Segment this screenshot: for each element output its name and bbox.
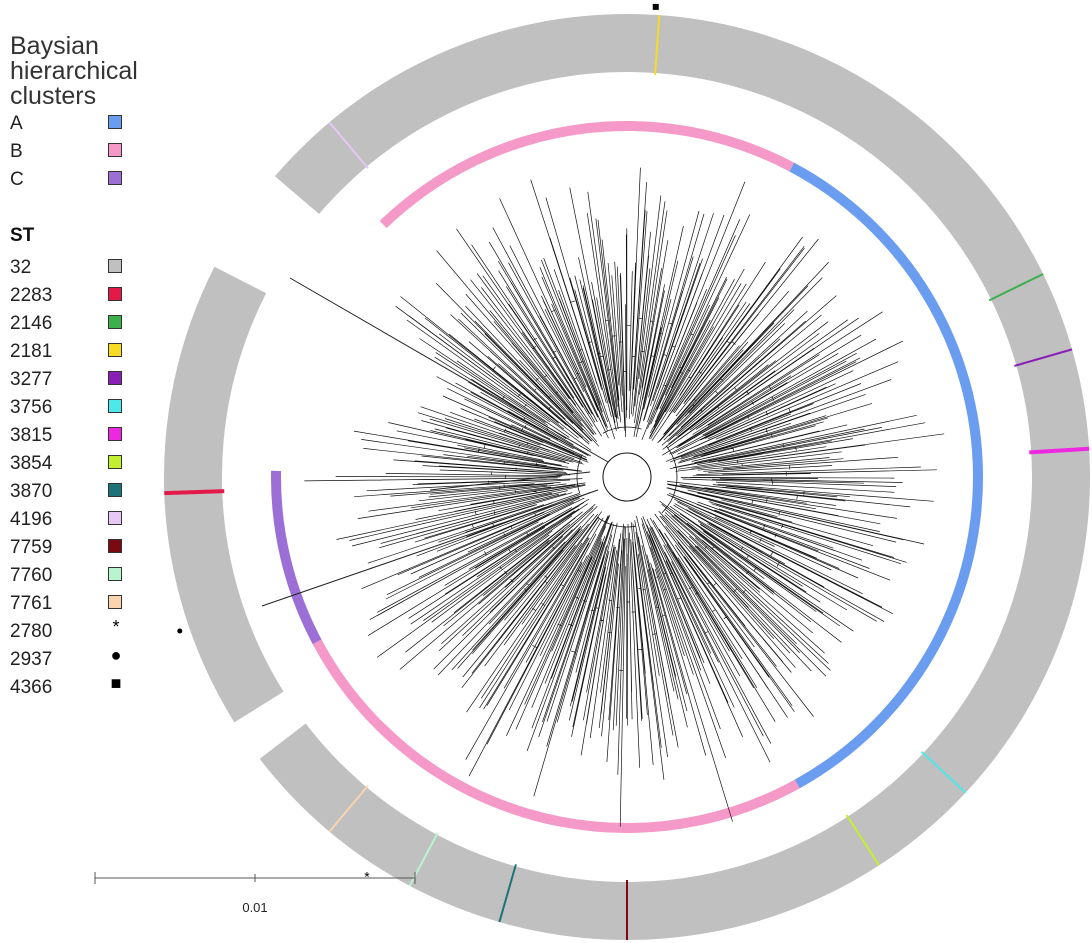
st-mark-7760 xyxy=(408,832,439,887)
st-marker-square xyxy=(652,3,659,10)
legend-item-st-2780: 2780 * xyxy=(10,617,160,645)
legend-label: 7759 xyxy=(10,537,53,558)
legend-swatch xyxy=(108,343,122,357)
legend-swatch xyxy=(108,595,122,609)
legend-label: 2780 xyxy=(10,621,53,642)
st-symbol-list: 2780 * 2937 ● 4366 ■ xyxy=(10,617,160,701)
legend-item-st-3756: 3756 xyxy=(10,393,160,421)
legend-label: A xyxy=(10,113,23,134)
legend-label: 4366 xyxy=(10,677,53,698)
st-marks xyxy=(164,15,1090,940)
legend-swatch xyxy=(108,287,122,301)
legend-symbol: * xyxy=(112,617,120,637)
tree-inner-arc xyxy=(576,426,678,528)
st-mark-2181 xyxy=(654,15,661,76)
st-legend-title: ST xyxy=(10,225,35,246)
legend-swatch xyxy=(108,171,122,185)
scale-bar-label: 0.01 xyxy=(242,900,267,915)
legend-label: 7761 xyxy=(10,593,53,614)
legend-item-cluster-b: B xyxy=(10,137,160,165)
st-mark-3756 xyxy=(921,751,967,794)
st-mark-4196 xyxy=(328,121,369,169)
scale-bar: 0.01 xyxy=(94,872,416,915)
tree-root-circle xyxy=(602,452,652,502)
st-mark-2283 xyxy=(164,489,225,496)
outlier-branch xyxy=(289,277,609,463)
legend-label: 2937 xyxy=(10,649,53,670)
legend-item-st-2146: 2146 xyxy=(10,309,160,337)
st-symbol-markers: * xyxy=(177,3,659,884)
legend-item-st-3854: 3854 xyxy=(10,449,160,477)
legend-label: C xyxy=(10,169,24,190)
legend-label: 3277 xyxy=(10,369,53,390)
st-ring xyxy=(164,13,1091,940)
legend-label: 3870 xyxy=(10,481,53,502)
legend-label: 4196 xyxy=(10,509,53,530)
legend-item-st-3870: 3870 xyxy=(10,477,160,505)
legend-item-cluster-c: C xyxy=(10,165,160,193)
st-mark-3870 xyxy=(498,864,517,923)
legend-item-cluster-a: A xyxy=(10,109,160,137)
st-mark-3854 xyxy=(845,814,881,866)
st-mark-3815 xyxy=(1029,446,1090,455)
legend-item-st-32: 32 xyxy=(10,253,160,281)
tree-leaf-branches xyxy=(304,167,945,827)
legend-swatch xyxy=(108,399,122,413)
legend-swatch xyxy=(108,427,122,441)
st-marker-asterisk: * xyxy=(364,868,370,884)
legend-label: B xyxy=(10,141,23,162)
legend-symbol: ■ xyxy=(110,673,122,693)
legend-swatch xyxy=(108,143,122,157)
legend-item-st-4366: 4366 ■ xyxy=(10,673,160,701)
cluster-legend-title: Baysian hierarchical clusters xyxy=(10,34,160,109)
legend-swatch xyxy=(108,259,122,273)
legend-title-line: hierarchical xyxy=(10,57,138,85)
tree-branches xyxy=(261,167,945,827)
legend-label: 3815 xyxy=(10,425,53,446)
legend-swatch xyxy=(108,511,122,525)
legend-item-st-4196: 4196 xyxy=(10,505,160,533)
cluster-ring xyxy=(271,120,984,833)
legend-item-st-7759: 7759 xyxy=(10,533,160,561)
legend-swatch xyxy=(108,455,122,469)
st-marker-dot xyxy=(177,628,183,634)
st-mark-2146 xyxy=(988,273,1044,302)
legend-item-st-7760: 7760 xyxy=(10,561,160,589)
legend-item-st-3815: 3815 xyxy=(10,421,160,449)
legend-item-st-7761: 7761 xyxy=(10,589,160,617)
cluster-arc-a xyxy=(789,162,984,789)
legend-label: 2146 xyxy=(10,313,53,334)
st-mark-7761 xyxy=(328,785,369,833)
legend-title-line: Baysian xyxy=(10,32,99,60)
legend-item-st-2283: 2283 xyxy=(10,281,160,309)
st-swatch-list: 32 2283 2146 2181 3277 3756 3815 3854 3870 4196 77… xyxy=(10,253,160,617)
cluster-arc-c xyxy=(271,470,322,645)
legend-swatch xyxy=(108,567,122,581)
legend-title-line: clusters xyxy=(10,82,97,110)
legend-swatch xyxy=(108,539,122,553)
legend-swatch xyxy=(108,483,122,497)
legend-label: 32 xyxy=(10,257,32,278)
outlier-branch xyxy=(261,489,599,607)
legend-label: 2283 xyxy=(10,285,53,306)
legend-label: 2181 xyxy=(10,341,53,362)
legend-label: 7760 xyxy=(10,565,53,586)
legend-item-st-2937: 2937 ● xyxy=(10,645,160,673)
legend: Baysian hierarchical clusters A B C ST 3… xyxy=(10,34,160,701)
st-ring-arc xyxy=(164,266,284,723)
legend-label: 3756 xyxy=(10,397,53,418)
legend-label: 3854 xyxy=(10,453,53,474)
legend-swatch xyxy=(108,115,122,129)
legend-symbol: ● xyxy=(110,645,122,665)
outlier-branch xyxy=(429,471,591,491)
cluster-arc-b xyxy=(379,120,795,229)
legend-swatch xyxy=(108,315,122,329)
legend-item-st-3277: 3277 xyxy=(10,365,160,393)
st-mark-3277 xyxy=(1014,348,1073,367)
legend-item-st-2181: 2181 xyxy=(10,337,160,365)
legend-swatch xyxy=(108,371,122,385)
